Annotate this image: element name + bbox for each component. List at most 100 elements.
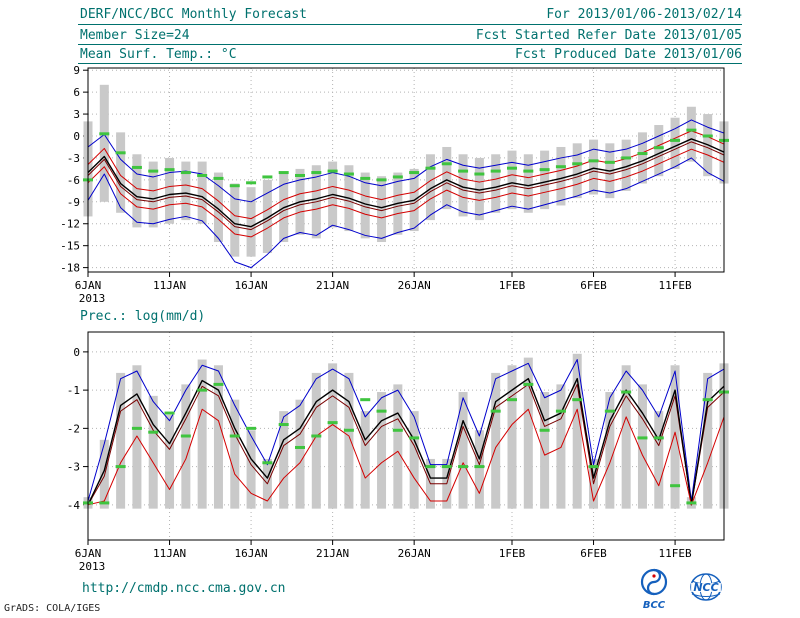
obs-dash [327, 169, 338, 173]
ensemble-range-bar [181, 161, 191, 221]
ensemble-max-line [87, 359, 725, 502]
y-tick-label: -9 [67, 196, 80, 209]
obs-dash [555, 165, 566, 169]
obs-dash [702, 134, 713, 138]
obs-dash [278, 171, 289, 175]
obs-dash [262, 461, 273, 465]
obs-dash [588, 465, 599, 469]
obs-dash [164, 168, 175, 172]
obs-dash [474, 172, 485, 176]
ensemble-range-bar [116, 372, 126, 509]
obs-dash [588, 159, 599, 163]
obs-dash [295, 445, 305, 449]
ensemble-range-bar [148, 395, 158, 509]
ensemble-max-line [87, 119, 725, 203]
obs-dash [441, 465, 452, 469]
ensemble-range-bar [344, 372, 354, 509]
obs-dash [604, 409, 615, 413]
x-tick-label: 11JAN [153, 547, 186, 560]
obs-dash [458, 465, 469, 469]
obs-dash [621, 156, 632, 160]
ensemble-range-bar [474, 430, 484, 509]
x-tick-label: 26JAN [398, 279, 431, 292]
obs-dash [311, 434, 322, 438]
ensemble-range-bar [523, 154, 533, 213]
ensemble-range-bar [589, 139, 599, 195]
ensemble-range-bar [132, 154, 142, 228]
ensemble-median-line [87, 383, 725, 506]
obs-dash [148, 430, 159, 434]
obs-dash [197, 388, 208, 392]
obs-dash [278, 423, 289, 427]
ensemble-range-bar [295, 399, 305, 509]
y-tick-label: 0 [73, 130, 80, 143]
x-tick-label: 16JAN [235, 547, 268, 560]
ensemble-range-bar [621, 365, 631, 509]
ensemble-range-bar [360, 411, 370, 509]
page-title: DERF/NCC/BCC Monthly Forecast [80, 7, 307, 22]
ensemble-range-bar [572, 143, 582, 199]
obs-dash [637, 152, 648, 156]
ensemble-range-bar [409, 411, 419, 509]
y-tick-label: -12 [60, 218, 80, 231]
obs-dash [343, 428, 354, 432]
ensemble-range-bar [507, 365, 517, 509]
obs-dash [229, 184, 240, 188]
refer-date: Fcst Started Refer Date 2013/01/05 [475, 28, 742, 43]
obs-dash [555, 409, 566, 413]
ensemble-range-bar [393, 384, 403, 509]
source-url: http://cmdp.ncc.cma.gov.cn [82, 581, 286, 596]
x-tick-label: 6FEB [580, 547, 607, 560]
plot-frame [87, 67, 725, 273]
variable-label: Mean Surf. Temp.: °C [80, 47, 237, 62]
obs-dash [604, 160, 615, 164]
obs-dash [197, 173, 208, 177]
obs-dash [246, 181, 257, 185]
obs-dash [99, 132, 110, 136]
obs-dash [507, 166, 517, 170]
x-tick-label: 26JAN [398, 547, 431, 560]
obs-dash [637, 436, 648, 440]
ensemble-range-bar [540, 150, 550, 210]
bcc-logo-icon: BCC [640, 568, 668, 611]
ncc-logo-label: NCC [693, 581, 718, 594]
obs-dash [99, 501, 110, 505]
plus-sigma-line [87, 130, 725, 220]
ensemble-mean-line [87, 138, 725, 228]
x-tick-label: 6FEB [580, 279, 607, 292]
y-tick-label: -3 [67, 152, 80, 165]
ensemble-range-bar [540, 392, 550, 509]
ensemble-range-bar [262, 179, 272, 253]
obs-dash [360, 398, 371, 402]
ensemble-range-bar [491, 154, 501, 213]
x-tick-label: 16JAN [235, 279, 268, 292]
x-tick-label: 6JAN [75, 547, 102, 560]
obs-dash [213, 382, 224, 386]
ensemble-range-bar [246, 430, 256, 509]
header-divider [78, 63, 742, 64]
ensemble-range-bar [670, 365, 680, 509]
forecast-range: For 2013/01/06-2013/02/14 [546, 7, 742, 22]
obs-dash [376, 178, 387, 182]
obs-dash [115, 151, 126, 155]
ensemble-range-bar [116, 132, 126, 213]
ensemble-range-bar [181, 384, 191, 509]
obs-dash [360, 176, 371, 180]
x-tick-label: 11JAN [153, 279, 186, 292]
obs-dash [686, 128, 697, 132]
ensemble-range-bar [148, 161, 158, 228]
obs-dash [180, 171, 191, 175]
ensemble-range-bar [605, 392, 615, 509]
obs-dash [246, 426, 257, 430]
obs-dash [490, 169, 501, 173]
ensemble-range-bar [328, 363, 338, 509]
ensemble-range-bar [556, 146, 566, 206]
ensemble-range-bar [425, 154, 435, 221]
ensemble-range-bar [279, 411, 289, 509]
ensemble-range-bar [458, 392, 468, 509]
obs-dash [702, 398, 713, 402]
obs-dash [425, 465, 436, 469]
ensemble-range-bar [197, 161, 207, 224]
x-tick-sublabel: 2013 [79, 560, 106, 573]
